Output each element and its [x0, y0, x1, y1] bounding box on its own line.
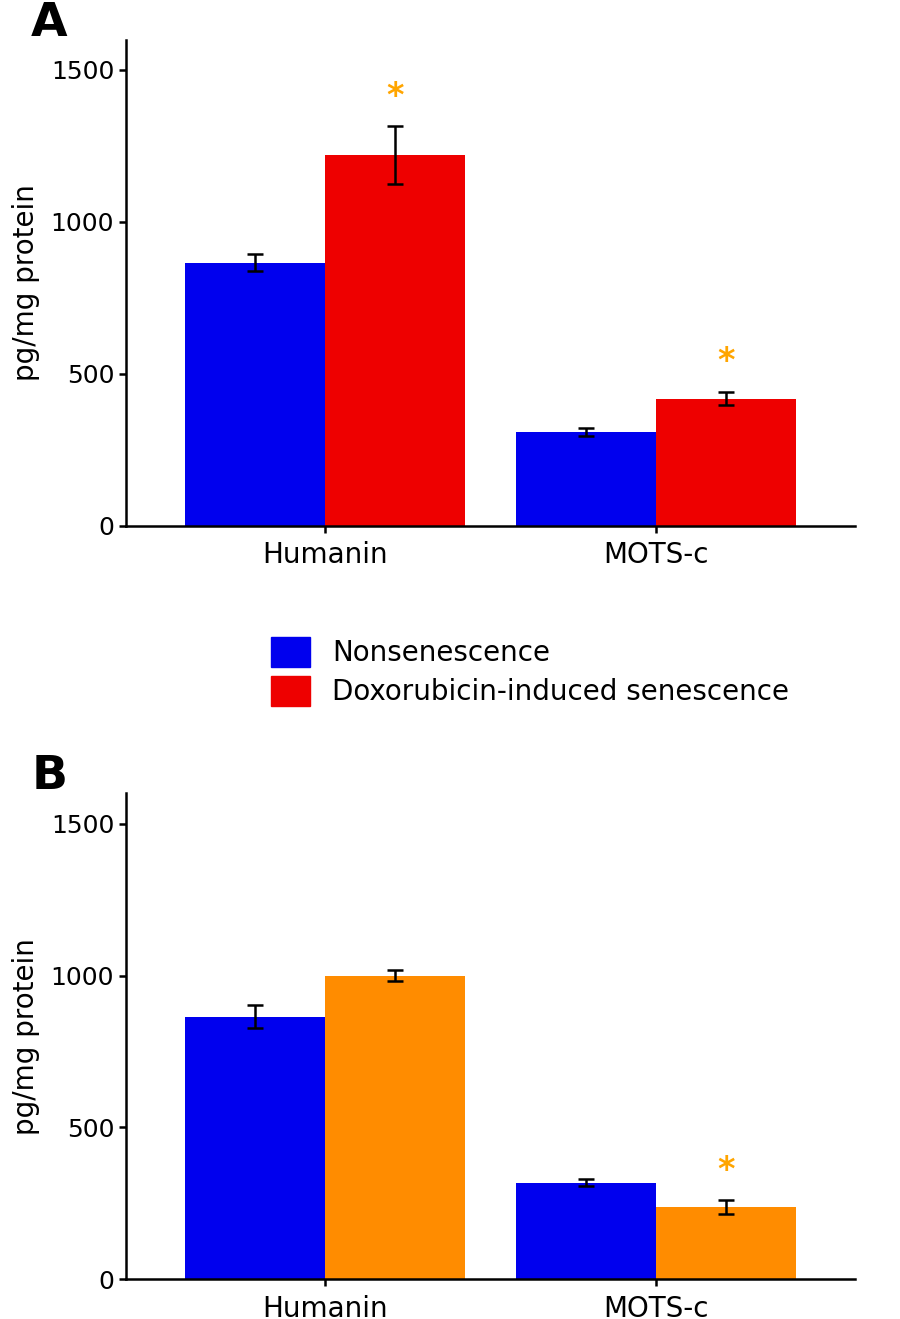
Text: *: * [717, 346, 735, 379]
Text: B: B [32, 754, 68, 799]
Y-axis label: pg/mg protein: pg/mg protein [12, 185, 40, 381]
Bar [184, 1017, 325, 1279]
Text: *: * [717, 1154, 735, 1187]
Bar [325, 156, 464, 526]
Bar [184, 262, 325, 526]
Bar [656, 398, 796, 526]
Text: A: A [32, 1, 68, 46]
Y-axis label: pg/mg protein: pg/mg protein [12, 938, 40, 1134]
Legend: Nonsenescence, Doxorubicin-induced senescence: Nonsenescence, Doxorubicin-induced senes… [271, 637, 789, 706]
Bar [517, 1183, 656, 1279]
Text: *: * [386, 79, 403, 112]
Bar [656, 1207, 796, 1279]
Bar [325, 976, 464, 1279]
Bar [517, 433, 656, 526]
